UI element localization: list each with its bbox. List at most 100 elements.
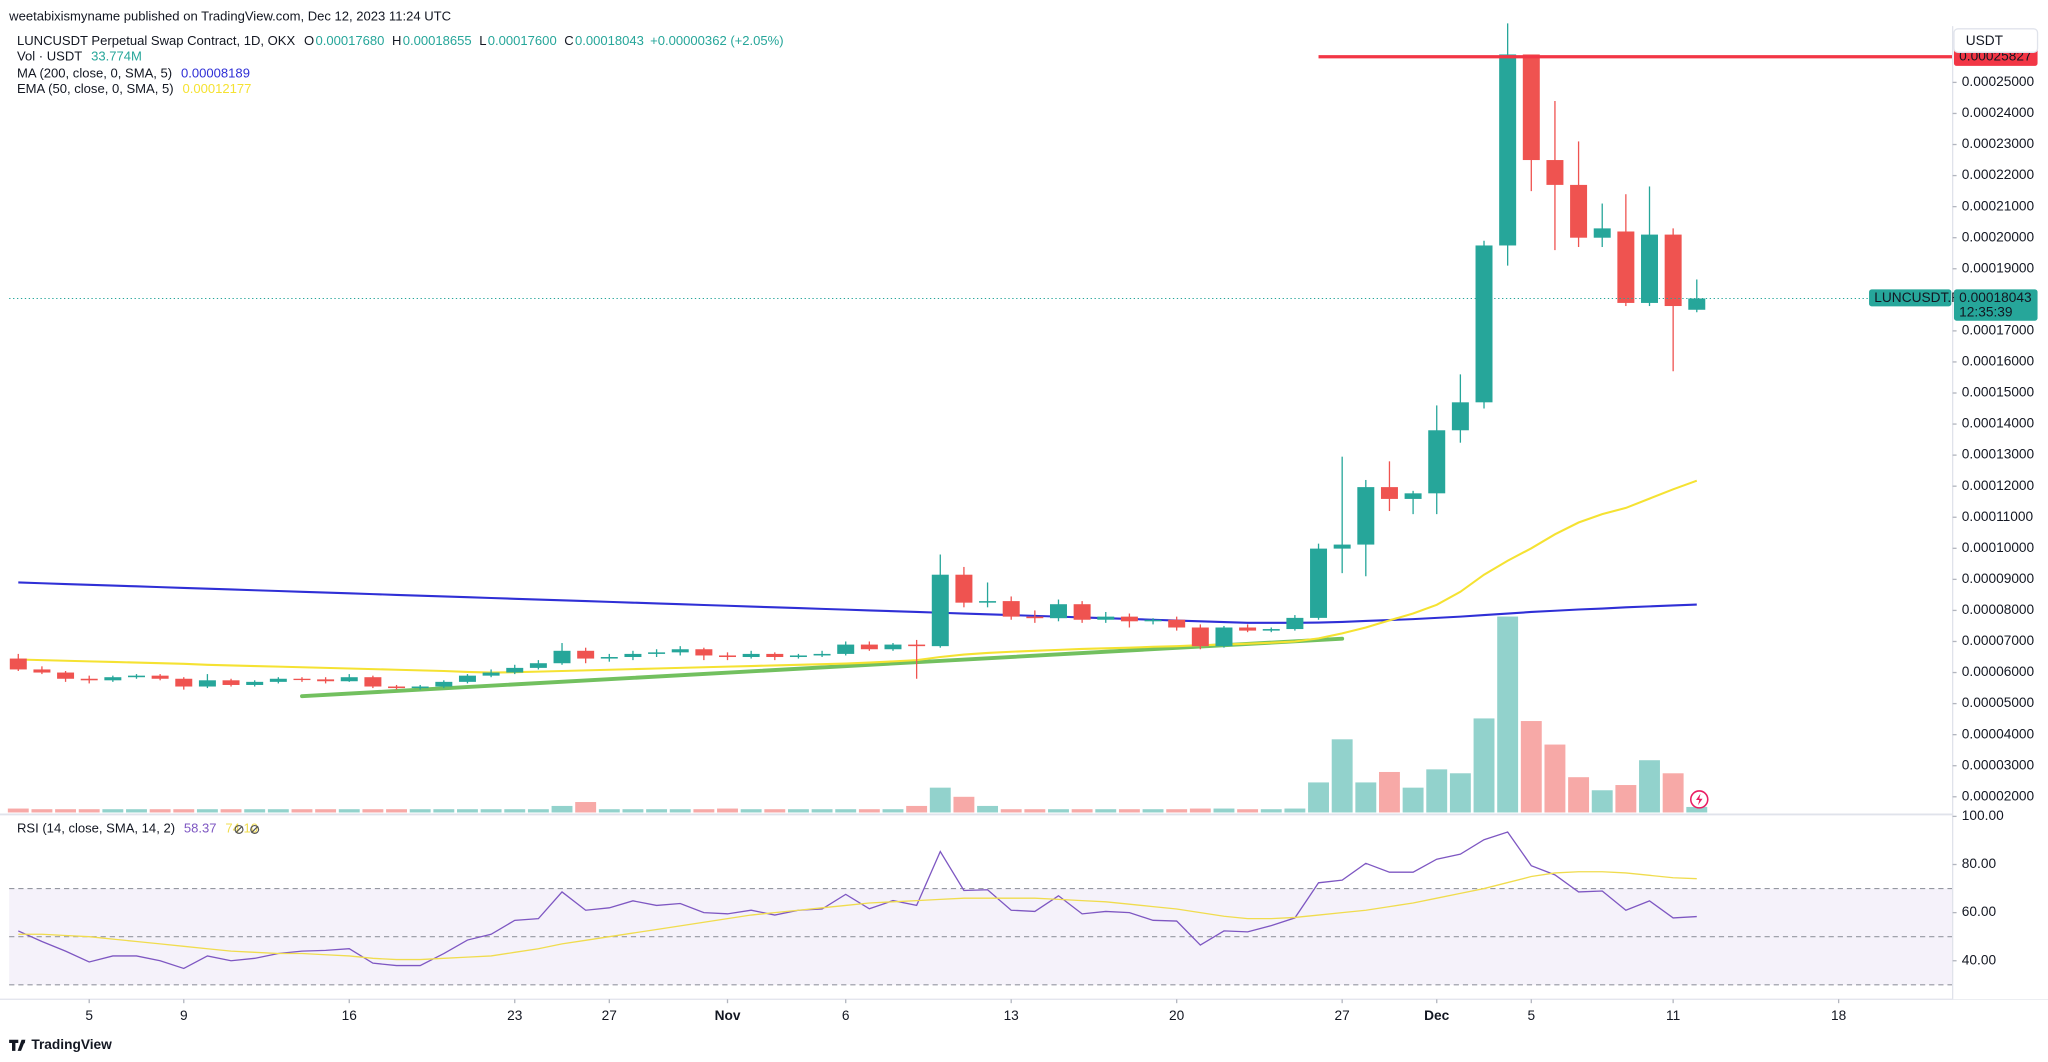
volume-bar bbox=[457, 809, 478, 813]
logo bbox=[9, 1039, 26, 1051]
x-tick-label: 27 bbox=[602, 1008, 617, 1023]
candle-body bbox=[1570, 184, 1588, 238]
volume-bar bbox=[504, 809, 526, 813]
axis-title: USDT bbox=[1966, 33, 2004, 48]
volume-bar bbox=[7, 808, 29, 813]
x-tick-label: 6 bbox=[842, 1008, 850, 1023]
volume-bar bbox=[1544, 744, 1566, 813]
candle-body bbox=[269, 678, 287, 682]
plot-layer bbox=[0, 23, 2048, 1000]
candle-body bbox=[600, 657, 618, 659]
indicator-line bbox=[18, 479, 1698, 674]
countdown-label: 12:35:39 bbox=[1959, 304, 2012, 319]
y-tick-label: 40.00 bbox=[1962, 952, 1997, 967]
volume-bar bbox=[386, 809, 407, 813]
candle-body bbox=[837, 644, 855, 654]
volume-bar bbox=[693, 809, 715, 813]
candle-body bbox=[908, 644, 926, 647]
volume-bar bbox=[858, 809, 880, 813]
ema-legend: EMA (50, close, 0, SMA, 5) 0.00012177 bbox=[17, 82, 251, 97]
replay-icon[interactable] bbox=[1689, 790, 1709, 809]
volume-bar bbox=[55, 809, 77, 813]
candle-body bbox=[624, 653, 642, 658]
x-tick-label: 20 bbox=[1169, 1008, 1185, 1023]
candle-body bbox=[860, 644, 878, 650]
volume-bar bbox=[1189, 808, 1211, 813]
change-value: +0.00000362 (+2.05%) bbox=[650, 33, 783, 48]
volume-bar bbox=[409, 809, 431, 813]
candle-body bbox=[1357, 487, 1375, 545]
volume-bar bbox=[598, 809, 620, 813]
candle-body bbox=[1049, 604, 1067, 619]
volume-bar bbox=[1024, 809, 1046, 813]
volume-bar bbox=[315, 809, 337, 813]
volume-bar bbox=[362, 809, 384, 813]
candle-body bbox=[388, 686, 406, 689]
y-tick-label: 0.00007000 bbox=[1962, 633, 2035, 648]
volume-bar bbox=[929, 787, 951, 813]
volume-bar bbox=[1591, 790, 1613, 813]
y-tick-label: 0.00023000 bbox=[1962, 136, 2035, 151]
volume-bar bbox=[126, 809, 147, 813]
candle-body bbox=[104, 677, 122, 681]
candle-body bbox=[1262, 629, 1280, 631]
volume-bar bbox=[1166, 809, 1188, 813]
candle-body bbox=[931, 574, 949, 647]
candle-body bbox=[1073, 604, 1091, 620]
candle-body bbox=[1688, 298, 1706, 310]
candle-body bbox=[1664, 234, 1682, 307]
volume-bar bbox=[953, 796, 975, 813]
volume-bar bbox=[787, 809, 809, 813]
candle-body bbox=[175, 678, 193, 687]
candle-body bbox=[57, 672, 75, 679]
ohlc-value: 0.00017600 bbox=[488, 33, 557, 48]
candle-body bbox=[246, 681, 264, 685]
volume-bar bbox=[740, 809, 762, 813]
volume-bar bbox=[1639, 760, 1660, 813]
y-tick-label: 80.00 bbox=[1962, 856, 1997, 871]
candle-body bbox=[1546, 160, 1564, 185]
candle-body bbox=[1475, 245, 1493, 403]
volume-bar bbox=[1568, 777, 1590, 813]
y-tick-label: 0.00002000 bbox=[1962, 788, 2035, 803]
rsi-line bbox=[18, 831, 1697, 970]
ohlc-value: 0.00017680 bbox=[315, 33, 384, 48]
volume-bar bbox=[906, 805, 928, 813]
candle-body bbox=[1168, 619, 1186, 628]
candle-body bbox=[9, 658, 27, 670]
y-tick-label: 0.00012000 bbox=[1962, 478, 2035, 493]
y-tick-label: 0.00021000 bbox=[1962, 198, 2035, 213]
ohlc-key: H bbox=[392, 33, 401, 48]
candle-body bbox=[128, 675, 145, 678]
x-tick-label: 13 bbox=[1004, 1008, 1020, 1023]
x-tick-label: Dec bbox=[1424, 1008, 1450, 1023]
rsi-legend: RSI (14, close, SMA, 14, 2) 58.37 74.10 bbox=[17, 821, 258, 836]
candle-body bbox=[1120, 616, 1138, 622]
last-price-bg bbox=[1953, 289, 2038, 321]
volume-bar bbox=[1118, 809, 1140, 813]
volume-bar bbox=[1426, 769, 1448, 813]
axis-title-bg bbox=[1953, 28, 2039, 53]
y-tick-label: 0.00024000 bbox=[1962, 105, 2035, 120]
rsi-line bbox=[18, 871, 1697, 961]
symbol-title: LUNCUSDT Perpetual Swap Contract, 1D, OK… bbox=[17, 33, 295, 48]
candle-body bbox=[979, 601, 997, 603]
symbol-label: LUNCUSDT.P bbox=[1874, 290, 1960, 305]
volume-bar bbox=[646, 809, 668, 813]
volume-bar bbox=[622, 809, 644, 813]
y-tick-label: 60.00 bbox=[1962, 904, 1997, 919]
volume-bar bbox=[291, 809, 313, 813]
candle-body bbox=[222, 680, 240, 685]
candle-body bbox=[80, 678, 98, 681]
y-tick-label: 0.00013000 bbox=[1962, 447, 2035, 462]
y-tick-label: 0.00003000 bbox=[1962, 757, 2035, 772]
candle-body bbox=[293, 678, 311, 681]
y-tick-label: 0.00010000 bbox=[1962, 540, 2035, 555]
indicator-line bbox=[18, 581, 1697, 624]
candle-body bbox=[1002, 601, 1020, 617]
icon bbox=[235, 825, 243, 834]
volume-bar bbox=[669, 809, 691, 813]
candle-body bbox=[1310, 548, 1328, 618]
